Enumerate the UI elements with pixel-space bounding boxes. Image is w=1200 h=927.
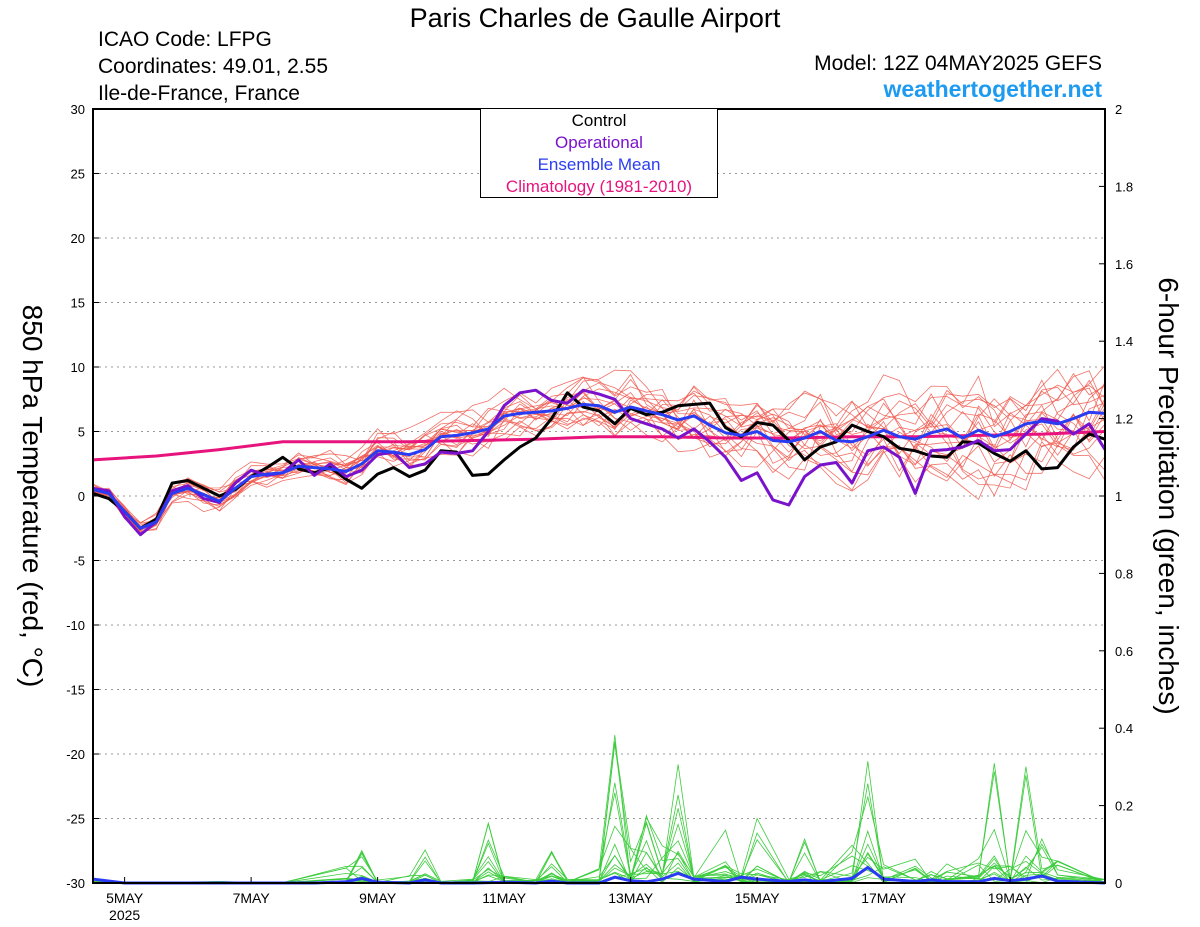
precipitation-member-line: [92, 734, 1106, 884]
y-tick-label: -30: [66, 876, 85, 891]
y2-tick-label: 0: [1115, 876, 1122, 891]
y2-tick-label: 0.2: [1115, 799, 1133, 814]
precipitation-member-lines: [92, 734, 1106, 884]
y2-tick-label: 2: [1115, 102, 1122, 117]
precipitation-member-line: [92, 825, 1106, 884]
precipitation-member-line: [92, 743, 1106, 884]
y2-tick-label: 0.4: [1115, 721, 1133, 736]
y2-tick-label: 1: [1115, 489, 1122, 504]
temperature-member-line: [92, 378, 1106, 531]
precipitation-member-line: [92, 741, 1106, 884]
x-tick-label: 11MAY: [482, 890, 526, 906]
x-tick-label: 13MAY: [608, 890, 654, 906]
main-series-lines: [92, 388, 1107, 885]
temperature-member-line: [92, 404, 1106, 531]
coordinates: Coordinates: 49.01, 2.55: [98, 55, 328, 78]
ensemble-mean-line: [92, 402, 1106, 530]
climatology-line: [92, 430, 1106, 462]
temperature-member-line: [92, 388, 1106, 524]
y2-tick-label: 1.6: [1115, 257, 1133, 272]
y-tick-label: -5: [73, 554, 85, 569]
legend-climatology: Climatology (1981-2010): [505, 177, 693, 196]
y-tick-label: 5: [78, 425, 85, 440]
legend: Control Operational Ensemble Mean Climat…: [480, 108, 718, 198]
temperature-member-line: [92, 383, 1106, 530]
x-tick-label: 7MAY: [233, 890, 271, 906]
control-line: [92, 391, 1106, 530]
y-tick-label: -25: [66, 812, 85, 827]
y-axis-label-left: 850 hPa Temperature (red, °C): [17, 304, 48, 688]
y-tick-label: -10: [66, 618, 85, 633]
precipitation-member-line: [92, 764, 1106, 884]
y2-tick-label: 1.2: [1115, 412, 1133, 427]
icao-code: ICAO Code: LFPG: [98, 28, 272, 51]
y-tick-label: 15: [71, 296, 85, 311]
temperature-member-line: [92, 372, 1106, 529]
grid-lines: [93, 173, 1105, 819]
chart-title: Paris Charles de Gaulle Airport: [409, 3, 781, 33]
precipitation-member-line: [92, 808, 1106, 884]
legend-operational: Operational: [555, 133, 643, 152]
left-axis-ticks: -30 -25 -20 -15 -10 -5 0 5 10 15 20 25 30: [66, 102, 99, 891]
x-tick-label: 17MAY: [861, 890, 907, 906]
y2-tick-label: 1.4: [1115, 334, 1133, 349]
y-tick-label: -20: [66, 747, 85, 762]
precipitation-member-line: [93, 828, 1106, 884]
x-tick-label: 5MAY: [106, 890, 144, 906]
precipitation-member-line: [92, 761, 1106, 884]
y2-tick-label: 0.8: [1115, 566, 1133, 581]
y-tick-label: -15: [66, 683, 85, 698]
y2-tick-label: 0.6: [1115, 644, 1133, 659]
precipitation-member-line: [92, 763, 1106, 884]
x-tick-label: 9MAY: [359, 890, 397, 906]
precipitation-member-line: [92, 814, 1106, 884]
y-tick-label: 10: [71, 360, 85, 375]
site-link[interactable]: weathertogether.net: [883, 76, 1102, 102]
y-axis-label-right: 6-hour Precipitation (green, inches): [1153, 277, 1184, 715]
y-tick-label: 25: [71, 167, 85, 182]
y2-tick-label: 1.8: [1115, 179, 1133, 194]
x-tick-label: 19MAY: [988, 890, 1034, 906]
x-tick-label: 15MAY: [735, 890, 781, 906]
region: Ile-de-France, France: [98, 82, 300, 105]
y-tick-label: 0: [78, 489, 85, 504]
x-tick-sublabel: 2025: [109, 907, 140, 923]
y-tick-label: 30: [71, 102, 85, 117]
temperature-member-line: [92, 398, 1106, 533]
temperature-member-line: [92, 408, 1106, 528]
legend-ensemble-mean: Ensemble Mean: [537, 155, 661, 174]
legend-control: Control: [571, 111, 627, 130]
right-axis-ticks: 0 0.2 0.4 0.6 0.8 1 1.2 1.4 1.6 1.8 2: [1099, 102, 1133, 891]
y-tick-label: 20: [71, 231, 85, 246]
model-run: Model: 12Z 04MAY2025 GEFS: [814, 52, 1102, 75]
